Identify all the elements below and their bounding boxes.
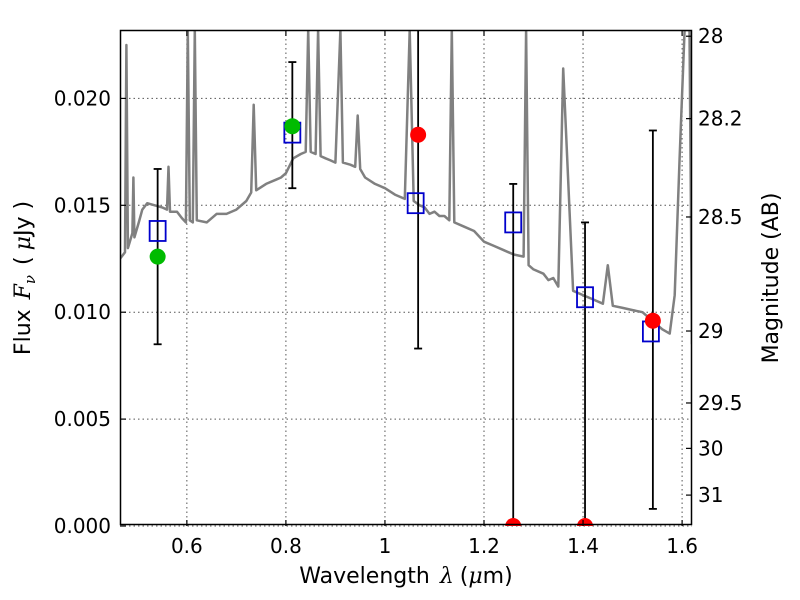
magnitude-axis-title: Magnitude (AB) xyxy=(759,193,784,364)
x-tick-label: 0.8 xyxy=(270,534,302,558)
x-tick-label: 1.4 xyxy=(567,534,599,558)
grid xyxy=(120,30,692,527)
magnitude-tick-label: 28.2 xyxy=(698,107,743,131)
model-square-marker xyxy=(576,286,594,309)
x-tick-label: 1.6 xyxy=(666,534,698,558)
y-tick-label: 0.010 xyxy=(54,300,111,324)
y-axis-ticks: 0.000 0.005 0.010 0.015 0.020 xyxy=(54,86,126,538)
magnitude-axis-ticks: 28 28.2 28.5 29 29.5 30 31 xyxy=(686,24,743,507)
magnitude-tick-label: 28.5 xyxy=(698,205,743,229)
x-axis-ticks: 0.6 0.8 1 1.2 1.4 1.6 xyxy=(171,30,698,558)
y-tick-label: 0.000 xyxy=(54,514,111,538)
detection-circle-marker xyxy=(149,248,166,265)
model-square-marker xyxy=(406,192,425,215)
x-axis-title: Wavelength λ (μm) xyxy=(299,564,512,589)
plot-frame xyxy=(119,29,693,526)
model-square-marker xyxy=(504,211,523,234)
detection-circle-marker xyxy=(284,118,301,135)
magnitude-tick-label: 31 xyxy=(698,483,723,507)
y-axis-title: FluxFν(μJy ) xyxy=(11,201,39,355)
flagged-circle-marker xyxy=(644,312,661,329)
y-tick-label: 0.015 xyxy=(54,193,111,217)
x-tick-label: 1.2 xyxy=(468,534,500,558)
magnitude-tick-label: 29.5 xyxy=(698,391,743,415)
flagged-circle-marker xyxy=(410,126,427,143)
x-tick-label: 0.6 xyxy=(171,534,203,558)
magnitude-tick-label: 30 xyxy=(698,436,723,460)
y-tick-label: 0.020 xyxy=(54,86,111,110)
magnitude-tick-label: 28 xyxy=(698,24,723,48)
x-tick-label: 1 xyxy=(379,534,392,558)
magnitude-tick-label: 29 xyxy=(698,319,723,343)
model-square-marker xyxy=(148,220,167,242)
y-tick-label: 0.005 xyxy=(54,407,111,431)
